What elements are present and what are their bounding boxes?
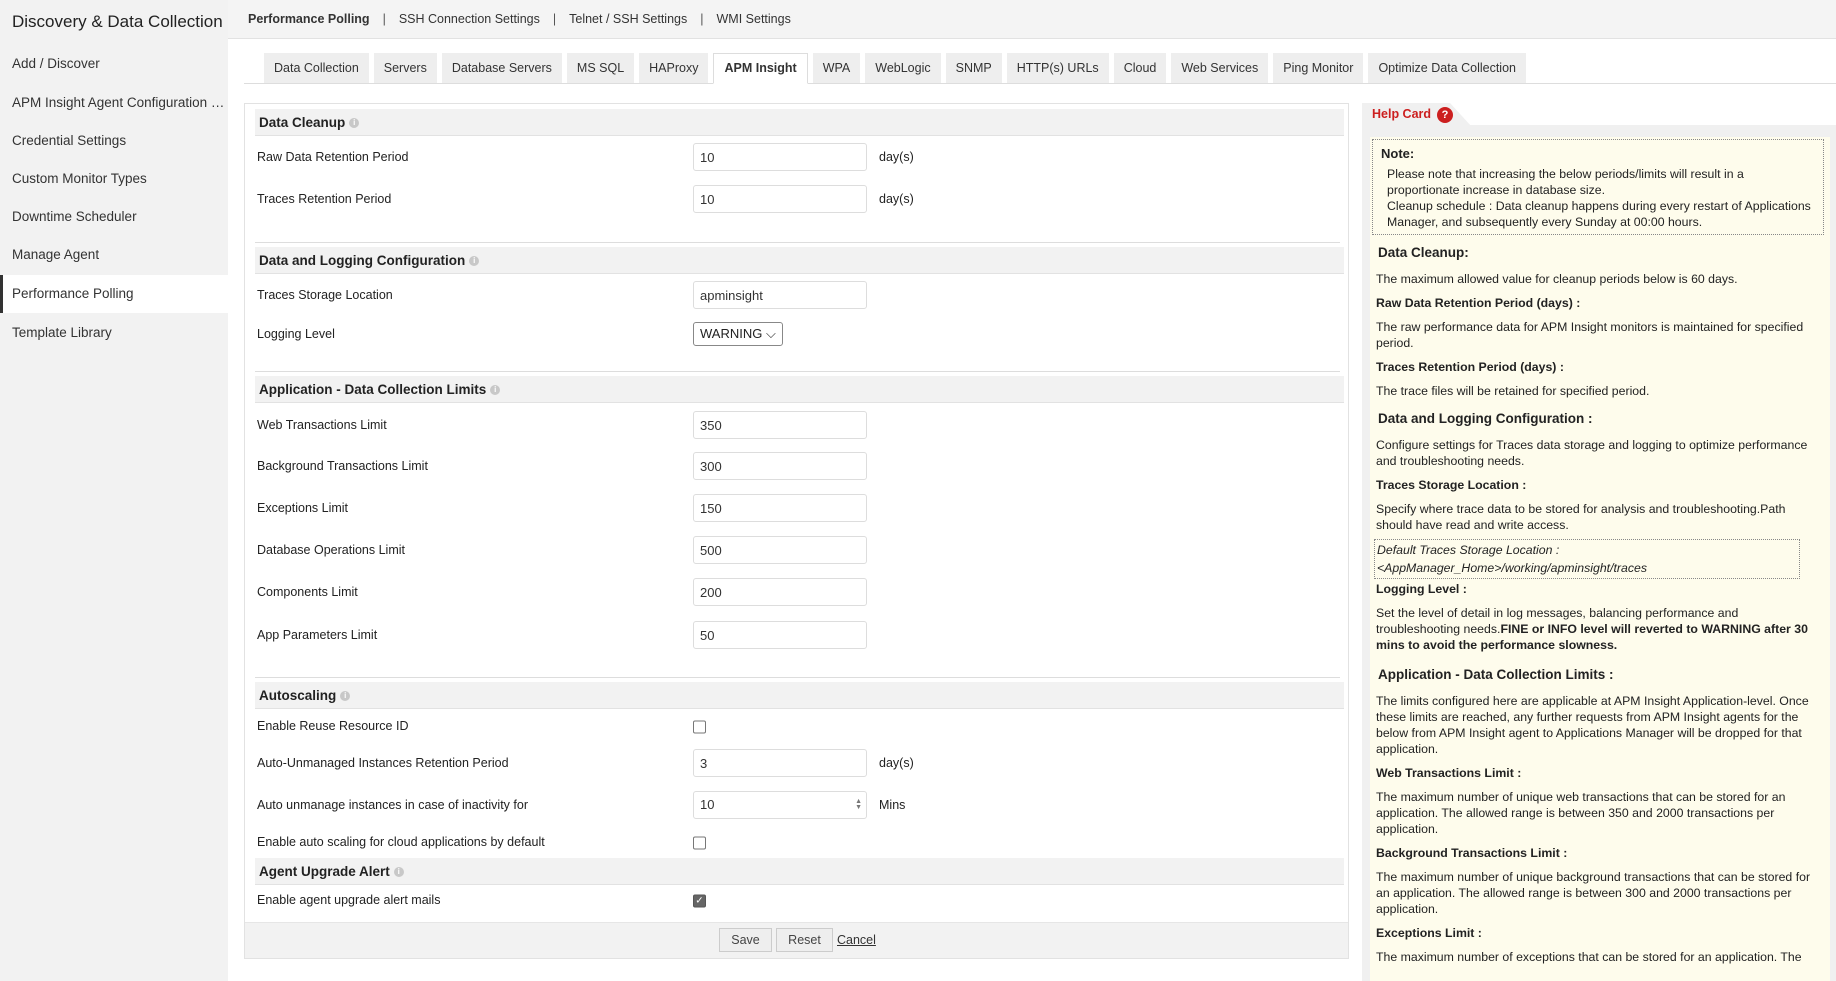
tab-haproxy[interactable]: HAProxy [639, 53, 709, 83]
web-tx-label: Web Transactions Limit [257, 418, 387, 432]
tab-snmp[interactable]: SNMP [945, 53, 1002, 83]
logging-level-select[interactable]: WARNING ⌵ [693, 322, 783, 346]
traces-retention-label: Traces Retention Period [257, 192, 392, 206]
db-ops-input[interactable] [693, 536, 867, 564]
info-icon[interactable]: i [469, 256, 480, 267]
help-heading: Data and Logging Configuration : [1378, 411, 1593, 426]
tab-bar: Data Collection Servers Database Servers… [244, 53, 1836, 84]
unit-label: day(s) [879, 756, 914, 770]
tab-wpa[interactable]: WPA [812, 53, 861, 83]
sidebar-item-apm-agent-config[interactable]: APM Insight Agent Configuration Profiles [12, 95, 228, 110]
traces-location-label: Traces Storage Location [257, 288, 393, 302]
form-footer: Save Reset Cancel [245, 922, 1348, 958]
inactivity-number-input[interactable]: 10 ▲ ▼ [693, 791, 867, 819]
info-icon[interactable]: i [349, 118, 360, 129]
web-tx-input[interactable] [693, 411, 867, 439]
topnav-wmi-settings[interactable]: WMI Settings [716, 12, 791, 26]
topnav-ssh-connection-settings[interactable]: SSH Connection Settings [398, 12, 540, 26]
unit-label: day(s) [879, 192, 914, 206]
help-question-icon: ? [1437, 107, 1454, 123]
raw-retention-label: Raw Data Retention Period [257, 150, 409, 164]
help-note: Note: Please note that increasing the be… [1372, 139, 1824, 235]
tab-ms-sql[interactable]: MS SQL [566, 53, 635, 83]
help-heading: Application - Data Collection Limits : [1378, 667, 1614, 682]
tab-data-collection[interactable]: Data Collection [264, 53, 369, 83]
settings-form: Data Cleanup i Raw Data Retention Period … [244, 103, 1349, 959]
reuse-id-checkbox[interactable] [693, 720, 706, 734]
cloud-autoscale-checkbox[interactable] [693, 836, 706, 850]
separator: | [700, 12, 704, 26]
topnav-performance-polling[interactable]: Performance Polling [248, 12, 370, 26]
tab-https-urls[interactable]: HTTP(s) URLs [1006, 53, 1109, 83]
chevron-down-icon: ⌵ [765, 326, 776, 341]
bg-tx-input[interactable] [693, 452, 867, 480]
help-card-tab: Help Card? [1362, 103, 1472, 127]
divider [255, 242, 1340, 243]
unit-label: Mins [879, 798, 906, 812]
app-params-label: App Parameters Limit [257, 628, 378, 642]
db-ops-label: Database Operations Limit [257, 543, 405, 557]
help-heading: Data Cleanup: [1378, 245, 1469, 260]
sidebar-item-performance-polling[interactable]: Performance Polling [0, 275, 228, 313]
tab-ping-monitor[interactable]: Ping Monitor [1273, 53, 1364, 83]
exceptions-label: Exceptions Limit [257, 501, 349, 515]
unit-label: day(s) [879, 150, 914, 164]
spinner-arrows-icon[interactable]: ▲ ▼ [855, 798, 862, 811]
separator: | [382, 12, 386, 26]
tab-servers[interactable]: Servers [373, 53, 437, 83]
upgrade-mails-checkbox[interactable]: ✓ [693, 894, 706, 908]
app-params-input[interactable] [693, 621, 867, 649]
reset-button[interactable]: Reset [776, 928, 833, 952]
sidebar-item-custom-monitor-types[interactable]: Custom Monitor Types [12, 171, 147, 186]
unmanaged-retention-input[interactable] [693, 749, 867, 777]
traces-location-input[interactable] [693, 281, 867, 309]
tab-database-servers[interactable]: Database Servers [441, 53, 562, 83]
tab-cloud[interactable]: Cloud [1113, 53, 1167, 83]
inactivity-label: Auto unmanage instances in case of inact… [257, 798, 528, 812]
raw-retention-input[interactable] [693, 143, 867, 171]
divider [255, 371, 1340, 372]
traces-retention-input[interactable] [693, 185, 867, 213]
default-location-box: Default Traces Storage Location : <AppMan… [1374, 539, 1800, 579]
sidebar: Discovery & Data Collection Add / Discov… [0, 0, 228, 981]
topnav-telnet-ssh-settings[interactable]: Telnet / SSH Settings [569, 12, 688, 26]
help-content: Note: Please note that increasing the be… [1370, 137, 1830, 981]
section-header-app-limits: Application - Data Collection Limits i [255, 376, 1344, 403]
unmanaged-retention-label: Auto-Unmanaged Instances Retention Perio… [257, 756, 509, 770]
sidebar-item-template-library[interactable]: Template Library [12, 325, 112, 340]
sidebar-item-manage-agent[interactable]: Manage Agent [12, 247, 100, 262]
components-input[interactable] [693, 578, 867, 606]
reuse-id-label: Enable Reuse Resource ID [257, 719, 409, 733]
upgrade-mails-label: Enable agent upgrade alert mails [257, 893, 441, 907]
exceptions-input[interactable] [693, 494, 867, 522]
info-icon[interactable]: i [393, 867, 404, 878]
tab-weblogic[interactable]: WebLogic [865, 53, 941, 83]
cancel-link[interactable]: Cancel [837, 933, 876, 947]
separator: | [552, 12, 557, 26]
section-header-data-logging: Data and Logging Configuration i [255, 247, 1344, 274]
tab-optimize-data-collection[interactable]: Optimize Data Collection [1368, 53, 1526, 83]
help-card: Help Card? Note: Please note that increa… [1362, 103, 1836, 981]
sidebar-item-add-discover[interactable]: Add / Discover [12, 56, 100, 71]
logging-level-label: Logging Level [257, 327, 335, 341]
info-icon[interactable]: i [490, 385, 501, 396]
save-button[interactable]: Save [719, 928, 772, 952]
components-label: Components Limit [257, 585, 358, 599]
sidebar-item-credential-settings[interactable]: Credential Settings [12, 133, 127, 148]
sidebar-item-downtime-scheduler[interactable]: Downtime Scheduler [12, 209, 137, 224]
sidebar-title: Discovery & Data Collection [12, 12, 223, 31]
top-nav: Performance Polling | SSH Connection Set… [228, 0, 1836, 39]
cloud-autoscale-label: Enable auto scaling for cloud applicatio… [257, 835, 545, 849]
section-header-data-cleanup: Data Cleanup i [255, 109, 1344, 136]
section-header-autoscaling: Autoscaling i [255, 682, 1344, 709]
bg-tx-label: Background Transactions Limit [257, 459, 428, 473]
info-icon[interactable]: i [340, 691, 351, 702]
tab-web-services[interactable]: Web Services [1171, 53, 1269, 83]
divider [255, 677, 1340, 678]
tab-apm-insight[interactable]: APM Insight [713, 53, 808, 84]
section-header-agent-upgrade: Agent Upgrade Alert i [255, 858, 1344, 885]
